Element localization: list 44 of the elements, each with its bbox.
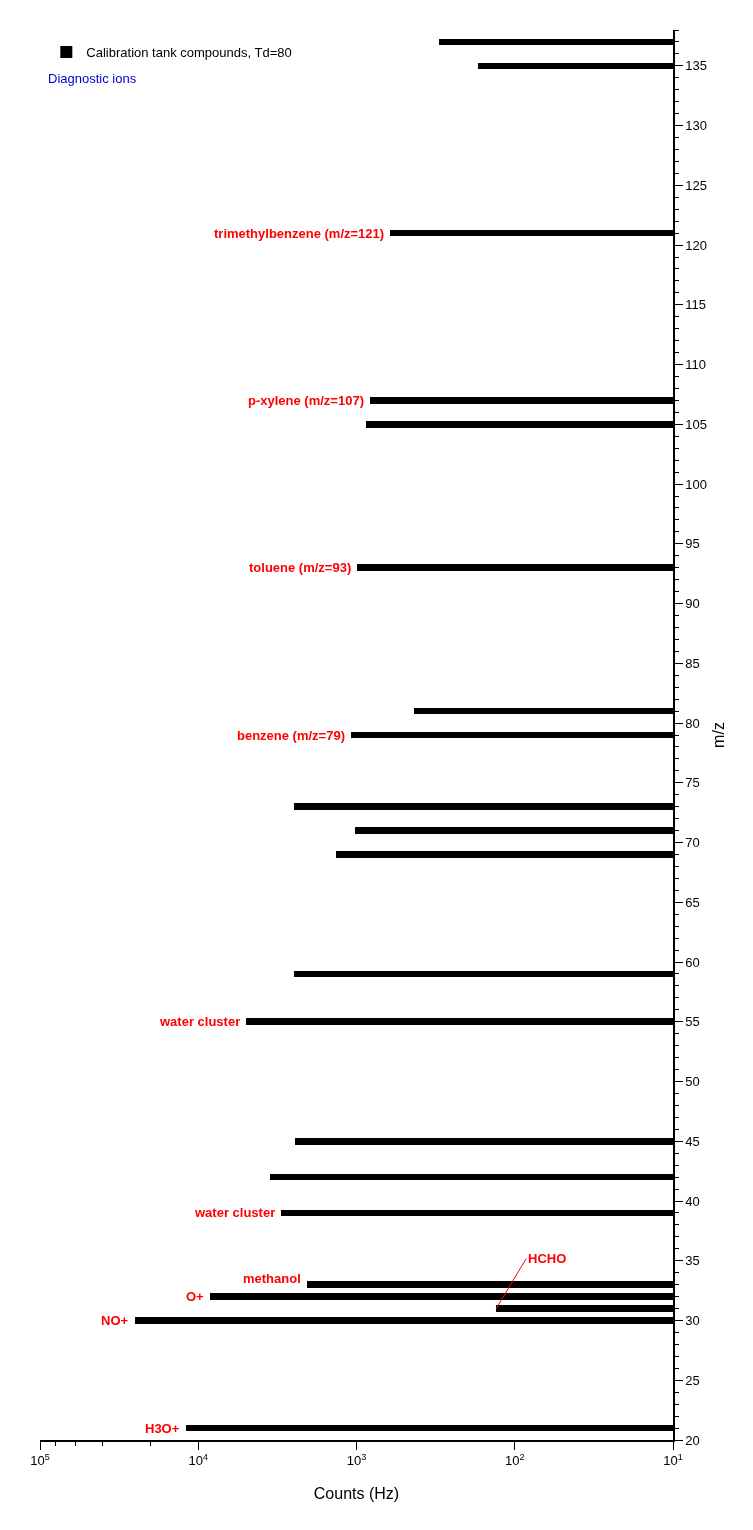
legend-label: Calibration tank compounds, Td=80 — [86, 45, 292, 61]
y-tick-label: 75 — [685, 775, 700, 791]
y-tick-label: 95 — [685, 536, 700, 552]
x-tick-label: 10$^{1}$ — [663, 1451, 683, 1469]
x-tick-label: 10$^{2}$ — [504, 1451, 525, 1469]
y-tick-label: 65 — [685, 894, 700, 910]
annotation: NO+ — [101, 1313, 129, 1328]
y-tick-label: 120 — [685, 237, 708, 253]
y-tick-label: 60 — [685, 954, 700, 970]
y-tick-label: 80 — [685, 715, 700, 731]
annotation: HCHO — [528, 1251, 567, 1266]
y-tick-label: 50 — [685, 1074, 700, 1090]
y-tick-label: 90 — [685, 596, 700, 612]
y-tick-label: 100 — [685, 476, 708, 492]
annotation: benzene (m/z=79) — [237, 728, 346, 743]
y-tick-label: 30 — [685, 1313, 700, 1329]
y-tick-label: 55 — [685, 1014, 700, 1030]
annotation: H3O+ — [145, 1421, 180, 1436]
x-tick-label: 10$^{5}$ — [30, 1451, 50, 1469]
y-tick-label: 20 — [685, 1432, 700, 1448]
y-tick-label: 110 — [685, 357, 707, 373]
x-axis-title: Counts (Hz) — [313, 1484, 400, 1502]
x-tick-label: 10$^{3}$ — [346, 1451, 367, 1469]
y-tick-label: 25 — [685, 1372, 700, 1388]
annotation: methanol — [243, 1271, 301, 1286]
annotation: water cluster — [194, 1205, 276, 1220]
annotation: trimethylbenzene (m/z=121) — [214, 226, 385, 241]
annotation: O+ — [186, 1289, 205, 1304]
annotation: toluene (m/z=93) — [249, 560, 352, 575]
x-tick-label: 10$^{4}$ — [188, 1451, 209, 1469]
y-tick-label: 35 — [685, 1253, 700, 1269]
y-tick-label: 70 — [685, 835, 700, 851]
y-tick-label: 40 — [685, 1193, 700, 1209]
y-tick-label: 85 — [685, 655, 700, 671]
y-tick-label: 45 — [685, 1133, 700, 1149]
annotation: p-xylene (m/z=107) — [248, 393, 364, 408]
annotation: water cluster — [159, 1014, 241, 1029]
y-tick-label: 115 — [685, 297, 707, 313]
y-tick-label: 130 — [685, 118, 708, 134]
y-tick-label: 135 — [685, 58, 708, 74]
annotation: Diagnostic ions — [48, 71, 137, 86]
y-axis-title: m/z — [709, 722, 727, 748]
y-tick-label: 125 — [685, 177, 708, 193]
y-tick-label: 105 — [685, 416, 708, 432]
